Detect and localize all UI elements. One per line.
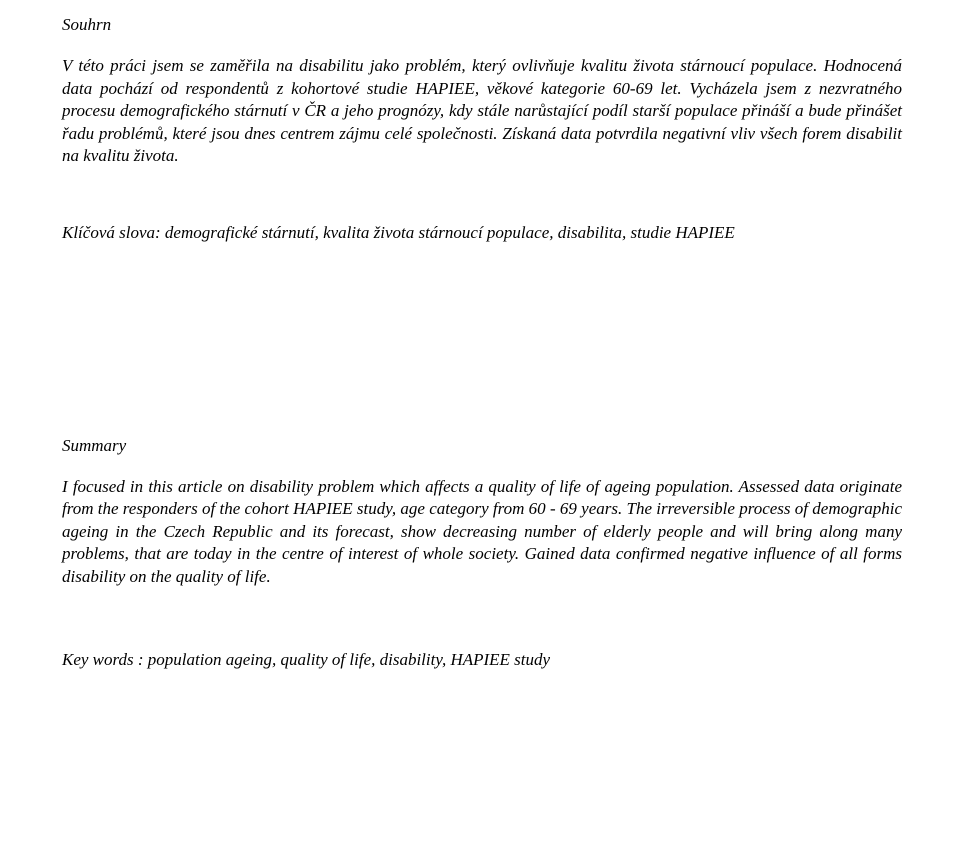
spacer xyxy=(62,589,902,649)
summary-heading: Summary xyxy=(62,435,902,458)
souhrn-heading: Souhrn xyxy=(62,14,902,37)
klicova-slova-line: Klíčová slova: demografické stárnutí, kv… xyxy=(62,222,902,245)
summary-paragraph: I focused in this article on disability … xyxy=(62,476,902,589)
spacer xyxy=(62,245,902,435)
key-words-line: Key words : population ageing, quality o… xyxy=(62,649,902,672)
document-page: Souhrn V této práci jsem se zaměřila na … xyxy=(0,0,960,842)
souhrn-paragraph: V této práci jsem se zaměřila na disabil… xyxy=(62,55,902,168)
spacer xyxy=(62,168,902,222)
